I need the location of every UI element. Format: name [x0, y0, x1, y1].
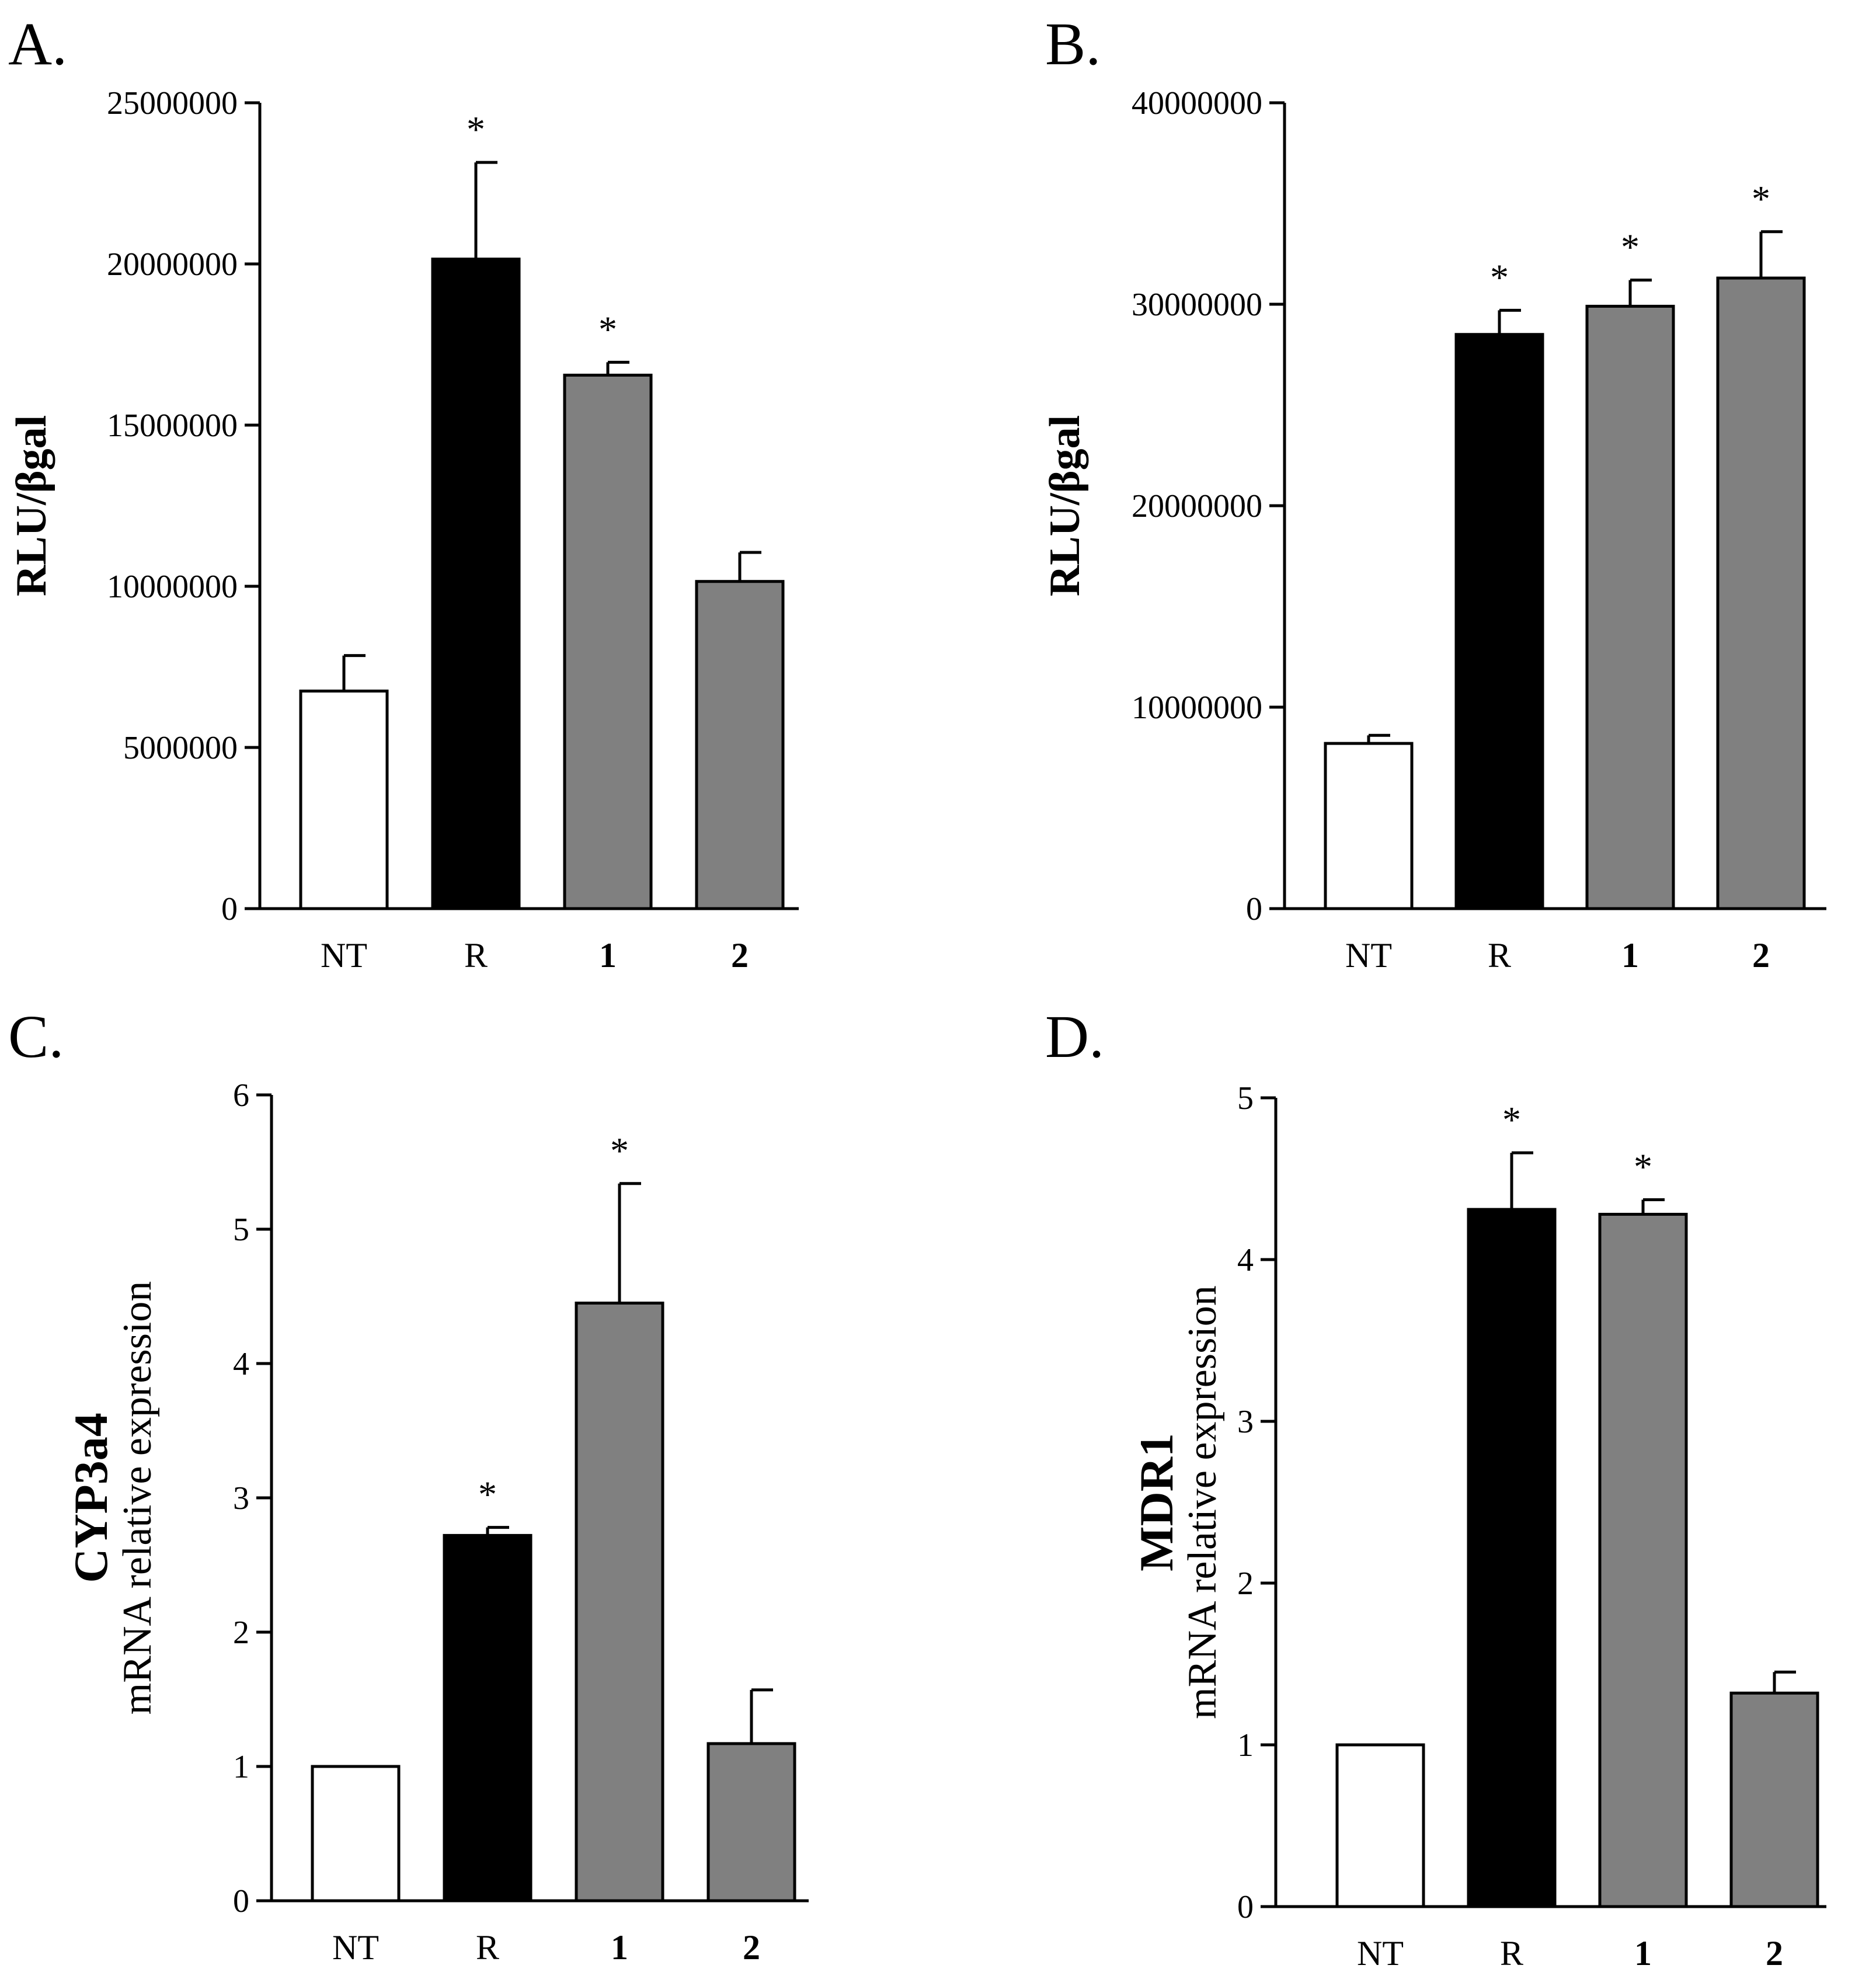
- x-tick-label: 2: [1766, 1934, 1783, 1972]
- y-tick-label: 5: [1237, 1080, 1254, 1117]
- bar-R: [1467, 1208, 1557, 1908]
- y-tick-label: 0: [221, 891, 238, 927]
- y-axis-subtitle: mRNA relative expression: [1180, 1285, 1225, 1719]
- y-tick-label: 1: [233, 1749, 249, 1785]
- bar-2: [695, 580, 785, 910]
- y-tick-label: 20000000: [1132, 488, 1262, 524]
- y-tick-label: 5: [233, 1212, 249, 1248]
- y-tick-label: 4: [233, 1346, 249, 1382]
- y-axis-title: RLU/βgal: [1041, 415, 1089, 596]
- y-tick-label: 2: [1237, 1566, 1254, 1602]
- bar-NT: [1335, 1743, 1425, 1908]
- significance-mark: *: [478, 1474, 497, 1515]
- y-tick-label: 30000000: [1132, 287, 1262, 323]
- y-tick-label: 4: [1237, 1242, 1254, 1278]
- significance-mark: *: [1621, 227, 1640, 268]
- y-tick-label: 1: [1237, 1727, 1254, 1764]
- y-axis-title: RLU/βgal: [8, 415, 55, 596]
- panel-label: A.: [8, 11, 67, 78]
- x-tick-label: 1: [1634, 1934, 1652, 1972]
- y-tick-label: 10000000: [1132, 690, 1262, 726]
- y-tick-label: 10000000: [107, 569, 238, 605]
- panel-label: B.: [1045, 11, 1101, 78]
- x-tick-label: NT: [332, 1928, 379, 1967]
- x-tick-label: 1: [1621, 936, 1639, 975]
- panel-1: A. 0 5000000 10000000 15000000 20000000 250000…: [8, 11, 799, 975]
- significance-mark: *: [1752, 178, 1770, 220]
- y-tick-label: 25000000: [107, 85, 238, 121]
- y-tick-label: 3: [1237, 1404, 1254, 1440]
- bar-R: [443, 1533, 532, 1903]
- y-tick-label: 0: [233, 1883, 249, 1919]
- y-axis-subtitle: mRNA relative expression: [115, 1281, 160, 1715]
- bar-NT: [311, 1765, 401, 1903]
- y-tick-label: 40000000: [1132, 85, 1262, 121]
- x-tick-label: 1: [611, 1928, 628, 1967]
- significance-mark: *: [598, 308, 617, 350]
- x-tick-label: R: [464, 936, 488, 975]
- x-tick-label: R: [1488, 936, 1511, 975]
- significance-mark: *: [467, 109, 485, 150]
- panel-label: C.: [8, 1003, 64, 1070]
- bar-R: [1454, 333, 1544, 910]
- y-tick-label: 0: [1237, 1889, 1254, 1925]
- bar-2: [1716, 276, 1806, 910]
- x-tick-label: NT: [321, 936, 367, 975]
- y-tick-label: 2: [233, 1615, 249, 1651]
- significance-mark: *: [1634, 1146, 1652, 1188]
- x-tick-label: 1: [599, 936, 617, 975]
- significance-mark: *: [1502, 1099, 1521, 1140]
- significance-mark: *: [1490, 256, 1509, 298]
- bar-1: [1585, 304, 1675, 910]
- y-tick-label: 15000000: [107, 408, 238, 444]
- bar-1: [563, 373, 653, 910]
- bar-2: [1729, 1691, 1819, 1908]
- x-tick-label: 2: [731, 936, 749, 975]
- panel-2: B. 0 10000000 20000000 30000000 40000000 RLU/β…: [1041, 11, 1826, 975]
- x-tick-label: R: [1500, 1934, 1523, 1972]
- bar-NT: [299, 689, 389, 910]
- x-tick-label: 2: [1752, 936, 1770, 975]
- y-tick-label: 0: [1246, 891, 1262, 927]
- bar-1: [1598, 1212, 1688, 1908]
- y-tick-label: 6: [233, 1077, 249, 1114]
- x-tick-label: NT: [1345, 936, 1392, 975]
- y-axis-title: MDR1: [1130, 1433, 1183, 1571]
- y-axis-title: CYP3a4: [64, 1413, 117, 1583]
- bar-1: [575, 1302, 664, 1903]
- bar-2: [706, 1742, 796, 1903]
- x-tick-label: 2: [743, 1928, 760, 1967]
- panel-label: D.: [1045, 1003, 1104, 1070]
- y-tick-label: 3: [233, 1480, 249, 1517]
- y-tick-label: 20000000: [107, 246, 238, 283]
- x-tick-label: R: [476, 1928, 499, 1967]
- y-tick-label: 5000000: [123, 730, 238, 766]
- bar-NT: [1324, 742, 1414, 910]
- significance-mark: *: [610, 1130, 629, 1171]
- x-tick-label: NT: [1357, 1934, 1404, 1972]
- bar-R: [431, 258, 521, 910]
